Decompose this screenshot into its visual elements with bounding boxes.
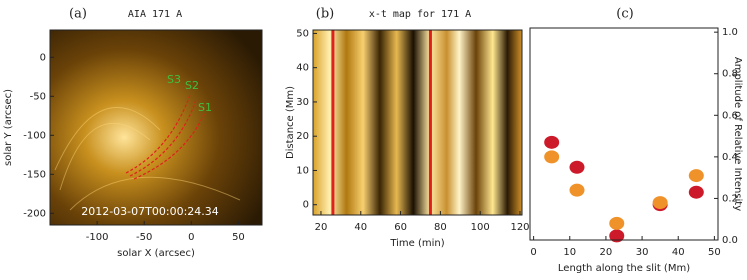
x-tick-label: 120: [510, 222, 529, 233]
slits: [125, 94, 206, 180]
y-tick-label: 30: [296, 97, 309, 108]
x-tick-label: 10: [563, 247, 576, 258]
axes-frame: [529, 27, 719, 241]
panel-title: AIA 171 A: [128, 9, 182, 20]
x-tick-label: 100: [471, 222, 490, 233]
axes-frame: [49, 29, 263, 226]
y-tick-label: -200: [23, 208, 46, 219]
x-tick-label: 0: [188, 232, 194, 243]
point: [569, 160, 585, 174]
y-tick-label: 0: [40, 52, 46, 63]
x-tick-label: 50: [232, 232, 245, 243]
plot-frame: [529, 27, 719, 241]
y-tick-label: -150: [23, 169, 46, 180]
x-axis-label: Length along the slit (Mm): [558, 263, 690, 274]
point: [544, 135, 560, 149]
x-tick-label: 40: [354, 222, 367, 233]
y-axis-label: Amplitude of Relative Intensity: [732, 57, 743, 211]
xt-map: [313, 30, 522, 215]
axes-frame: [312, 29, 523, 216]
point: [544, 150, 560, 164]
point: [688, 185, 704, 199]
aia-image: [50, 30, 262, 225]
annotation: 2012-03-07T00:00:24.34: [81, 205, 219, 218]
panel-label: (a): [69, 7, 87, 22]
y-tick-label: -100: [23, 130, 46, 141]
y-tick-label: 40: [296, 63, 309, 74]
point: [688, 169, 704, 183]
annotation: S2: [185, 79, 199, 92]
y-tick-label: -50: [30, 91, 46, 102]
y-tick-label: 10: [296, 165, 309, 176]
point: [569, 183, 585, 197]
x-tick-label: 60: [394, 222, 407, 233]
y-tick-label: 0.6: [722, 110, 738, 121]
x-tick-label: -50: [136, 232, 152, 243]
panel-label: (c): [616, 7, 633, 22]
point: [609, 229, 625, 243]
panel-title: x-t map for 171 A: [369, 9, 471, 20]
y-tick-label: 50: [296, 28, 309, 39]
x-tick-label: 80: [434, 222, 447, 233]
loops: [54, 107, 241, 211]
x-tick-label: 40: [672, 247, 685, 258]
y-tick-label: 20: [296, 131, 309, 142]
annotation: S1: [198, 101, 212, 114]
x-tick-label: 0: [530, 247, 536, 258]
point: [652, 196, 668, 210]
x-tick-label: 20: [315, 222, 328, 233]
y-tick-label: 0.0: [722, 235, 738, 246]
panel-label: (b): [316, 7, 334, 22]
y-tick-label: 0.8: [722, 69, 738, 80]
y-tick-label: 0: [303, 200, 309, 211]
x-tick-label: -100: [86, 232, 109, 243]
y-tick-label: 0.2: [722, 193, 738, 204]
y-tick-label: 1.0: [722, 27, 738, 38]
point: [609, 216, 625, 230]
x-tick-label: 30: [636, 247, 649, 258]
x-tick-label: 20: [600, 247, 613, 258]
x-axis-label: solar X (arcsec): [117, 248, 195, 259]
y-axis-label: solar Y (arcsec): [3, 89, 14, 166]
y-axis-label: Distance (Mm): [285, 86, 296, 159]
x-axis-label: Time (min): [389, 238, 444, 249]
x-tick-label: 50: [708, 247, 721, 258]
y-tick-label: 0.4: [722, 152, 738, 163]
annotation: S3: [167, 73, 181, 86]
